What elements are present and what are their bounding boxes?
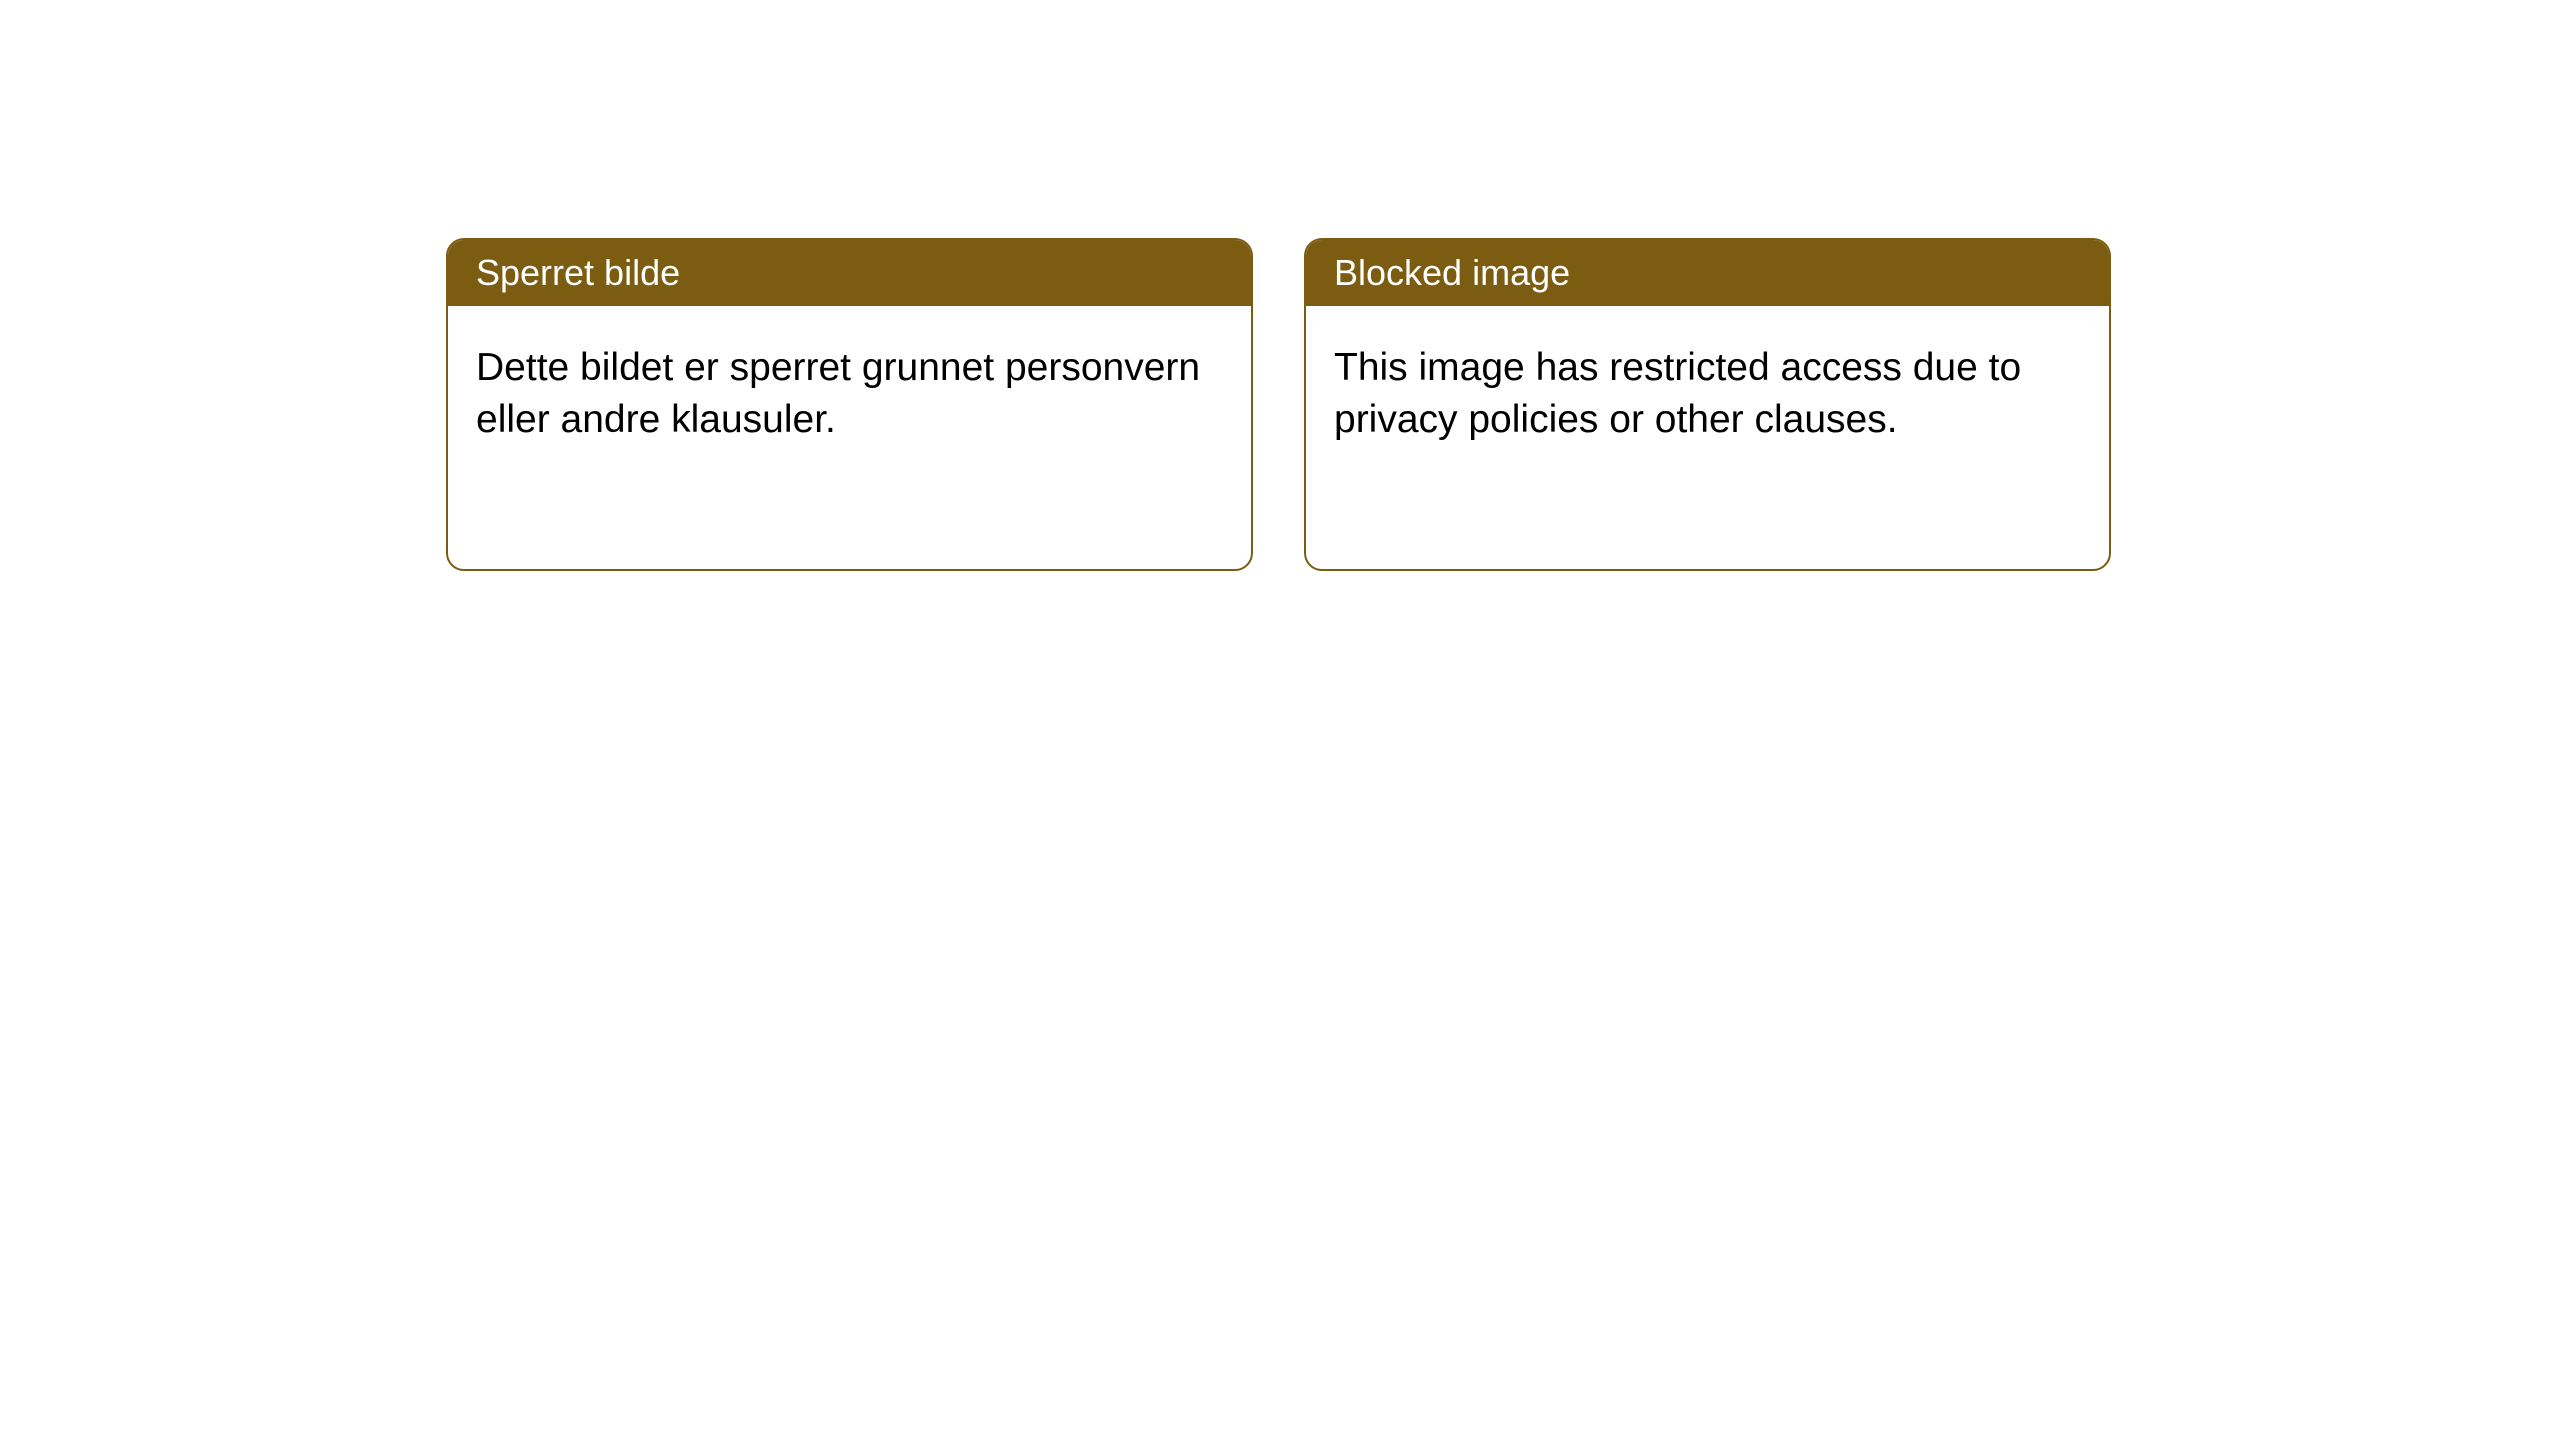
notice-body: This image has restricted access due to … — [1306, 306, 2109, 482]
notice-body: Dette bildet er sperret grunnet personve… — [448, 306, 1251, 482]
notice-container: Sperret bilde Dette bildet er sperret gr… — [0, 0, 2560, 571]
notice-card-norwegian: Sperret bilde Dette bildet er sperret gr… — [446, 238, 1253, 571]
notice-body-text: Dette bildet er sperret grunnet personve… — [476, 346, 1200, 441]
notice-header: Sperret bilde — [448, 240, 1251, 306]
notice-card-english: Blocked image This image has restricted … — [1304, 238, 2111, 571]
notice-header: Blocked image — [1306, 240, 2109, 306]
notice-title: Sperret bilde — [476, 252, 680, 293]
notice-body-text: This image has restricted access due to … — [1334, 346, 2021, 441]
notice-title: Blocked image — [1334, 252, 1570, 293]
